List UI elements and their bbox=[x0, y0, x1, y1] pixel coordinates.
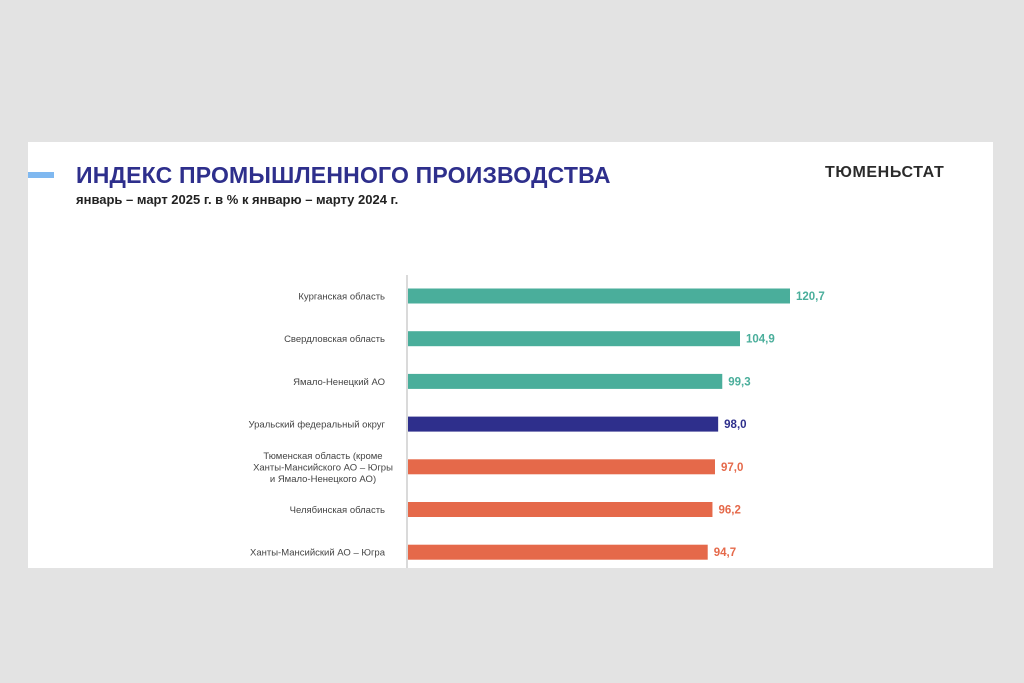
value-label-1: 104,9 bbox=[746, 334, 775, 346]
value-label-2: 99,3 bbox=[728, 376, 750, 388]
bar-chart: 120,7 Курганская область 104,9 Свердловская… bbox=[249, 275, 825, 568]
page-title: ИНДЕКС ПРОМЫШЛЕННОГО ПРОИЗВОДСТВА bbox=[76, 162, 611, 188]
value-label-0: 120,7 bbox=[796, 291, 825, 303]
category-label-6: Ханты-Мансийский АО – Югра bbox=[250, 548, 386, 559]
category-label-3: Уральский федеральный округ bbox=[249, 420, 386, 431]
bar-0 bbox=[408, 288, 790, 304]
bar-2 bbox=[408, 373, 723, 389]
bar-6 bbox=[408, 544, 708, 560]
value-label-3: 98,0 bbox=[724, 419, 746, 431]
bar-1 bbox=[408, 331, 740, 347]
value-label-5: 96,2 bbox=[718, 505, 740, 517]
bar-5 bbox=[408, 502, 713, 517]
value-label-6: 94,7 bbox=[714, 547, 736, 559]
category-label-5: Челябинская область bbox=[290, 505, 385, 516]
category-label-1: Свердловская область bbox=[284, 334, 385, 345]
bar-4 bbox=[408, 459, 715, 475]
tyumenstat-logo: ТЮМЕНЬСТАТ bbox=[825, 164, 945, 181]
category-label-2: Ямало-Ненецкий АО bbox=[293, 377, 385, 388]
page-subtitle: январь – март 2025 г. в % к январю – мар… bbox=[76, 192, 399, 207]
value-label-4: 97,0 bbox=[721, 462, 743, 474]
category-label-4: Тюменская область (кроме Ханты-Мансийског… bbox=[253, 451, 393, 485]
slide: ИНДЕКС ПРОМЫШЛЕННОГО ПРОИЗВОДСТВА январь… bbox=[28, 142, 993, 568]
category-label-0: Курганская область bbox=[298, 292, 385, 303]
accent-bar bbox=[28, 172, 54, 178]
bar-3 bbox=[408, 416, 719, 432]
